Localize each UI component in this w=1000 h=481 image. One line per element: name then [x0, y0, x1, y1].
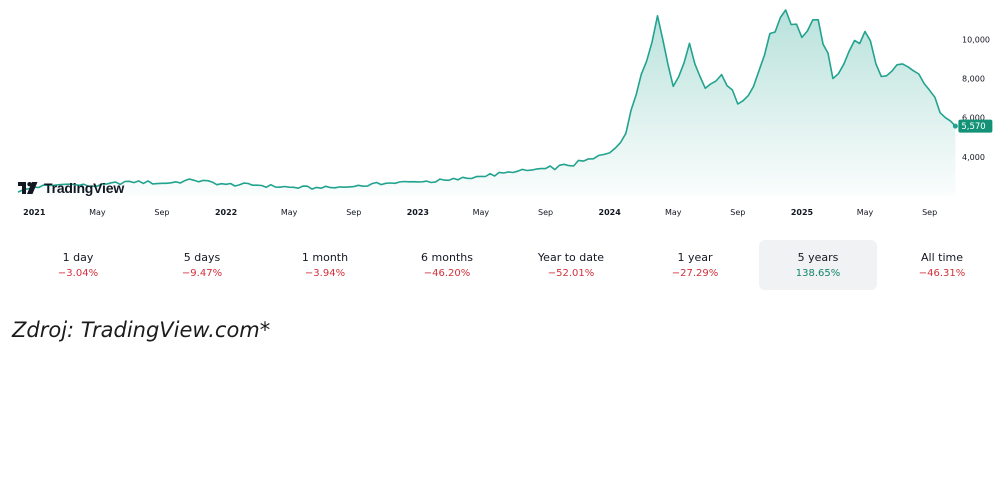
last-price-point [952, 123, 958, 129]
last-price-badge: 5,570 [958, 119, 993, 133]
x-tick-label: 2024 [599, 208, 622, 217]
period-1-month[interactable]: 1 month −3.94% [266, 240, 384, 290]
last-price-badge-bg [958, 119, 993, 133]
y-axis: 4,000 6,000 8,000 10,000 [962, 35, 990, 162]
source-caption: Zdroj: TradingView.com* [12, 318, 271, 342]
x-tick-label: 2023 [407, 208, 429, 217]
x-tick-label: 2021 [23, 208, 46, 217]
tradingview-logo-icon [18, 182, 38, 194]
last-price-label: 5,570 [961, 122, 985, 132]
period-change: −3.04% [57, 268, 99, 279]
x-tick-label: Sep [538, 208, 553, 217]
period-1-day[interactable]: 1 day −3.04% [19, 240, 137, 290]
period-label: 5 years [797, 251, 839, 264]
x-tick-label: May [665, 208, 682, 217]
price-chart: 4,000 6,000 8,000 10,000 2021 May Sep 2022 May S… [17, 9, 993, 217]
period-1-year[interactable]: 1 year −27.29% [636, 240, 754, 290]
period-all-time[interactable]: All time −46.31% [883, 240, 1000, 290]
x-axis: 2021 May Sep 2022 May Sep 2023 May Sep 2024 May Sep… [23, 208, 937, 217]
period-change: −3.94% [304, 268, 346, 279]
period-label: 6 months [421, 251, 473, 264]
period-6-months[interactable]: 6 months −46.20% [388, 240, 506, 290]
period-label: 1 year [677, 251, 713, 264]
y-tick-label: 6,000 [962, 114, 985, 123]
price-area [18, 10, 956, 196]
x-tick-label: May [473, 208, 490, 217]
x-tick-label: May [89, 208, 106, 217]
x-tick-label: 2025 [791, 208, 814, 217]
period-5-days[interactable]: 5 days −9.47% [143, 240, 261, 290]
period-label: 5 days [183, 251, 221, 264]
x-tick-label: May [857, 208, 874, 217]
period-5-years[interactable]: 5 years 138.65% [759, 240, 877, 290]
period-year-to-date[interactable]: Year to date −52.01% [512, 240, 630, 290]
period-label: 1 month [301, 251, 349, 264]
period-tabs: 1 day −3.04% 5 days −9.47% 1 month −3.94… [0, 240, 1000, 292]
x-tick-label: Sep [922, 208, 937, 217]
tradingview-logo-text: TradingView [44, 180, 125, 196]
x-tick-label: Sep [154, 208, 169, 217]
period-change: −46.31% [918, 268, 966, 279]
x-tick-label: Sep [730, 208, 745, 217]
price-line [17, 9, 956, 193]
y-tick-label: 10,000 [962, 35, 990, 44]
y-tick-label: 8,000 [962, 75, 985, 84]
tradingview-logo: TradingView [18, 180, 124, 196]
period-label: Year to date [537, 251, 605, 264]
x-tick-label: 2022 [215, 208, 237, 217]
x-tick-label: Sep [346, 208, 361, 217]
period-change: −27.29% [671, 268, 719, 279]
period-label: All time [921, 251, 963, 264]
y-tick-label: 4,000 [962, 153, 985, 162]
period-change: −46.20% [423, 268, 471, 279]
period-label: 1 day [62, 251, 94, 264]
period-change: −9.47% [181, 268, 223, 279]
x-tick-label: May [281, 208, 298, 217]
period-change: 138.65% [795, 268, 841, 279]
period-change: −52.01% [547, 268, 595, 279]
